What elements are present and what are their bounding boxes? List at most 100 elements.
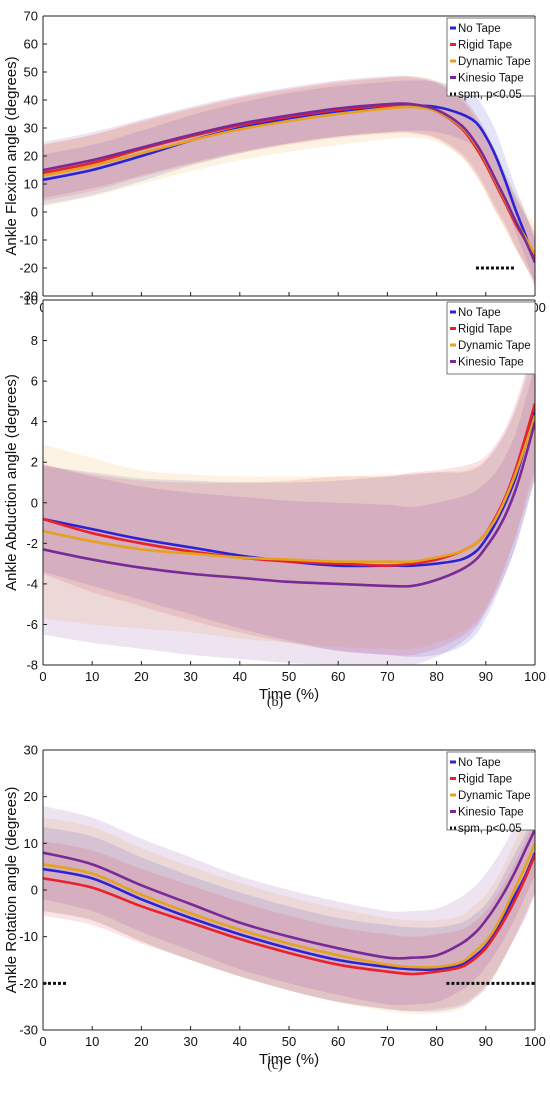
plot-content	[43, 338, 535, 665]
x-tick-label: 20	[134, 1034, 148, 1049]
series-line-dynamic-tape	[43, 842, 535, 969]
sd-band-kinesio-tape	[43, 782, 535, 1006]
y-tick-label: 10	[24, 177, 38, 192]
legend-label: Dynamic Tape	[458, 340, 531, 352]
legend-label: No Tape	[458, 757, 501, 769]
sd-band-no-tape	[43, 810, 535, 1012]
series-line-no-tape	[43, 852, 535, 972]
x-tick-label: 10	[85, 669, 99, 684]
sd-band-no-tape	[43, 344, 535, 657]
y-tick-label: 50	[24, 65, 38, 80]
sd-band-dynamic-tape	[43, 354, 535, 650]
y-tick-label: 6	[31, 374, 38, 389]
x-tick-label: 90	[479, 669, 493, 684]
legend-label-spm: spm, p<0.05	[458, 823, 522, 835]
y-tick-label: 40	[24, 93, 38, 108]
y-tick-label: 10	[24, 836, 38, 851]
series-line-kinesio-tape	[43, 828, 535, 960]
sd-band-rigid-tape	[43, 817, 535, 1012]
legend-label: Rigid Tape	[458, 774, 512, 786]
y-tick-label: -4	[26, 576, 38, 591]
series-line-rigid-tape	[43, 854, 535, 976]
sd-band-rigid-tape	[43, 76, 535, 282]
legend-label: Dynamic Tape	[458, 56, 531, 68]
y-tick-label: -8	[26, 658, 38, 673]
legend: No Tape Rigid Tape Dynamic Tape Kinesio Tap…	[446, 301, 536, 375]
panel-caption: (b)	[267, 695, 284, 710]
legend-label-spm: spm, p<0.05	[458, 89, 522, 101]
x-tick-label: 40	[233, 669, 247, 684]
legend-label: Kinesio Tape	[458, 357, 524, 369]
x-tick-label: 60	[331, 669, 345, 684]
legend-label: Rigid Tape	[458, 324, 512, 336]
y-tick-label: -20	[19, 976, 38, 991]
legend-label: Kinesio Tape	[458, 73, 524, 85]
x-tick-label: 50	[282, 1034, 296, 1049]
x-tick-label: 100	[524, 1034, 546, 1049]
x-axis-label: Time (%)	[259, 686, 319, 703]
y-tick-label: 0	[31, 883, 38, 898]
legend-label: Kinesio Tape	[458, 807, 524, 819]
sd-band-dynamic-tape	[43, 796, 535, 1015]
legend: No Tape Rigid Tape Dynamic Tape Kinesio Tap…	[446, 17, 536, 101]
x-tick-label: 30	[183, 669, 197, 684]
y-tick-label: -20	[19, 261, 38, 276]
x-tick-label: 70	[380, 669, 394, 684]
x-tick-label: 90	[479, 1034, 493, 1049]
legend-box	[446, 301, 536, 375]
y-tick-label: 70	[24, 9, 38, 24]
y-tick-label: 30	[24, 121, 38, 136]
sd-band-kinesio-tape	[43, 364, 535, 665]
chart-panel-3: 0 10 20 30 40 50 60 70 80 90 100 -30 -20 -10 0 10 20 30 Ti…	[3, 743, 546, 1074]
x-tick-label: 70	[380, 1034, 394, 1049]
y-tick-label: 60	[24, 37, 38, 52]
legend-box	[446, 17, 536, 97]
legend-box	[446, 751, 536, 831]
y-tick-label: 10	[24, 293, 38, 308]
legend-label: Dynamic Tape	[458, 790, 531, 802]
series-line-dynamic-tape	[43, 415, 535, 564]
sd-band-rigid-tape	[43, 338, 535, 656]
x-tick-label: 80	[429, 1034, 443, 1049]
y-tick-label: 8	[31, 333, 38, 348]
legend: No Tape Rigid Tape Dynamic Tape Kinesio Tap…	[446, 751, 536, 835]
y-tick-label: -10	[19, 233, 38, 248]
x-tick-label: 30	[183, 1034, 197, 1049]
y-axis-label: Ankle Flexion angle (degrees)	[3, 56, 20, 255]
y-tick-label: -30	[19, 1023, 38, 1038]
y-tick-label: 30	[24, 743, 38, 758]
x-axis-label: Time (%)	[259, 1051, 319, 1068]
plot-content	[43, 782, 535, 1015]
x-tick-label: 80	[429, 669, 443, 684]
x-tick-label: 60	[331, 1034, 345, 1049]
legend-label: Rigid Tape	[458, 40, 512, 52]
y-tick-label: -10	[19, 929, 38, 944]
series-line-no-tape	[43, 411, 535, 568]
legend-label: No Tape	[458, 23, 501, 35]
sd-band-kinesio-tape	[43, 75, 535, 288]
series-line-kinesio-tape	[43, 421, 535, 588]
y-tick-label: 4	[31, 414, 38, 429]
y-tick-label: -2	[26, 536, 38, 551]
y-tick-label: -6	[26, 617, 38, 632]
y-tick-label: 20	[24, 789, 38, 804]
y-axis-label: Ankle Abduction angle (degrees)	[3, 374, 20, 591]
y-tick-label: 0	[31, 205, 38, 220]
x-tick-label: 100	[524, 669, 546, 684]
sd-band-no-tape	[43, 80, 535, 285]
legend-label: No Tape	[458, 307, 501, 319]
y-tick-label: -30	[19, 289, 38, 304]
x-tick-label: 10	[85, 1034, 99, 1049]
chart-panel-2: 0 10 20 30 40 50 60 70 80 90 100 -8 -6 -4 -2 0 2 4 6 8 10 Tim…	[3, 293, 546, 711]
x-tick-label: 40	[233, 1034, 247, 1049]
series-line-kinesio-tape	[43, 102, 535, 263]
x-tick-label: 0	[39, 1034, 46, 1049]
y-tick-label: 0	[31, 495, 38, 510]
x-tick-label: 0	[39, 669, 46, 684]
x-tick-label: 20	[134, 669, 148, 684]
panel-caption: (c)	[267, 1058, 283, 1073]
y-tick-label: 2	[31, 455, 38, 470]
y-tick-label: 20	[24, 149, 38, 164]
chart-panel-1: 0102030405060708090100-30-20-10010203040…	[3, 9, 546, 340]
